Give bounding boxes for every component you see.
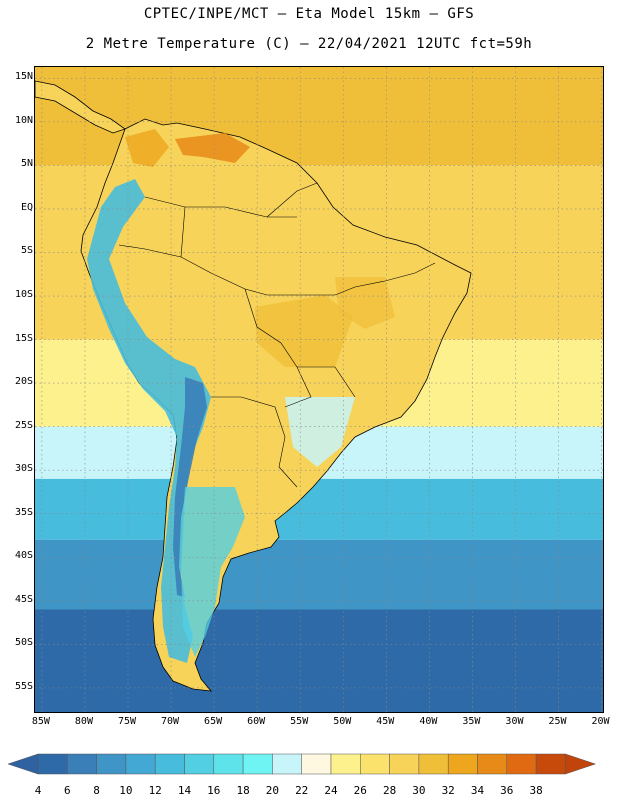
colorbar-swatch <box>67 753 97 775</box>
longitude-tick-label: 45W <box>376 716 395 727</box>
central-america-land <box>35 80 126 134</box>
latitude-tick-label: 35S <box>14 506 33 518</box>
map-panel <box>34 66 604 713</box>
southern-brazil-cool <box>285 397 355 467</box>
colorbar-swatch <box>360 753 390 775</box>
ocean-band <box>35 478 603 540</box>
longitude-tick-label: 25W <box>548 716 567 727</box>
latitude-tick-label: 5N <box>20 158 33 170</box>
longitude-tick-label: 80W <box>74 716 93 727</box>
warm-region-central-brazil <box>335 277 395 329</box>
longitude-tick-label: 85W <box>31 716 50 727</box>
colorbar-tick-label: 26 <box>353 784 367 797</box>
colorbar-tick-label: 36 <box>500 784 514 797</box>
colorbar-tick-label: 10 <box>119 784 133 797</box>
colorbar-swatch <box>37 753 68 775</box>
colorbar-swatch <box>477 753 508 775</box>
andes-peaks-cold <box>173 377 207 597</box>
colorbar-tick-label: 24 <box>324 784 338 797</box>
colorbar-swatch <box>154 753 185 775</box>
latitude-tick-label: 55S <box>14 680 33 692</box>
colorbar-swatch <box>184 753 215 775</box>
colorbar-tick-label: 38 <box>529 784 543 797</box>
longitude-tick-label: 40W <box>419 716 438 727</box>
longitude-tick-label: 75W <box>117 716 137 727</box>
warm-region-mato-grosso <box>255 295 353 367</box>
longitude-tick-label: 70W <box>161 716 180 727</box>
ocean-band <box>35 609 603 712</box>
colorbar-high-arrow <box>565 753 597 775</box>
colorbar-tick-label: 28 <box>382 784 397 797</box>
colorbar-swatch <box>125 753 156 775</box>
country-borders <box>118 182 436 488</box>
latitude-tick-label: 45S <box>14 593 33 605</box>
colorbar-swatch <box>213 753 244 775</box>
colorbar-tick-label: 18 <box>236 784 250 797</box>
longitude-tick-label: 50W <box>333 716 352 727</box>
colorbar-tick-label: 14 <box>177 784 192 797</box>
colorbar-swatch <box>96 753 127 775</box>
latitude-tick-label: 5S <box>20 245 33 257</box>
latitude-tick-label: 50S <box>14 637 33 649</box>
colorbar-tick-label: 4 <box>34 784 42 797</box>
colorbar-swatch <box>272 753 302 775</box>
latitude-tick-label: 20S <box>14 376 33 388</box>
colorbar-low-arrow <box>7 753 39 775</box>
ocean-band <box>35 539 603 610</box>
latitude-tick-label: 40S <box>14 550 33 562</box>
latitude-tick-label: EQ <box>20 201 33 213</box>
colorbar-swatch <box>447 753 478 775</box>
latitude-tick-label: 10S <box>14 289 33 301</box>
longitude-tick-label: 20W <box>591 716 610 727</box>
colorbar-swatch <box>301 753 332 775</box>
colorbar-tick-label: 30 <box>412 784 426 797</box>
map-subtitle: 2 Metre Temperature (C) – 22/04/2021 12U… <box>85 36 533 52</box>
longitude-tick-label: 30W <box>505 716 524 727</box>
colorbar-swatch <box>242 753 273 775</box>
colorbar <box>7 753 597 775</box>
colorbar-tick-label: 16 <box>207 784 221 797</box>
latitude-tick-label: 15N <box>14 71 33 83</box>
longitude-tick-label: 55W <box>290 716 309 727</box>
lat-lon-grid <box>35 67 603 712</box>
latitude-tick-label: 30S <box>14 463 33 475</box>
colorbar-swatch <box>330 753 361 775</box>
colorbar-swatch <box>506 753 537 775</box>
colorbar-tick-label: 32 <box>441 784 455 797</box>
temperature-map <box>35 67 603 712</box>
latitude-tick-label: 10N <box>14 114 33 126</box>
warm-region-venezuela <box>175 133 250 163</box>
latitude-tick-label: 15S <box>14 332 33 344</box>
patagonia-cool-field <box>181 487 245 657</box>
longitude-tick-label: 60W <box>247 716 266 727</box>
colorbar-swatch <box>535 753 566 775</box>
warm-region-colombia <box>125 129 169 167</box>
colorbar-swatch <box>389 753 420 775</box>
map-title: CPTEC/INPE/MCT – Eta Model 15km – GFS <box>143 6 475 22</box>
colorbar-tick-label: 6 <box>63 784 71 797</box>
colorbar-tick-label: 34 <box>470 784 485 797</box>
colorbar-tick-label: 12 <box>148 784 162 797</box>
latitude-tick-label: 25S <box>14 419 33 431</box>
longitude-tick-label: 35W <box>462 716 481 727</box>
colorbar-tick-label: 8 <box>93 784 100 797</box>
colorbar-tick-label: 20 <box>265 784 280 797</box>
colorbar-swatch <box>418 753 449 775</box>
colorbar-tick-label: 22 <box>295 784 309 797</box>
longitude-tick-label: 65W <box>204 716 223 727</box>
continent-temperature-field <box>35 80 472 692</box>
